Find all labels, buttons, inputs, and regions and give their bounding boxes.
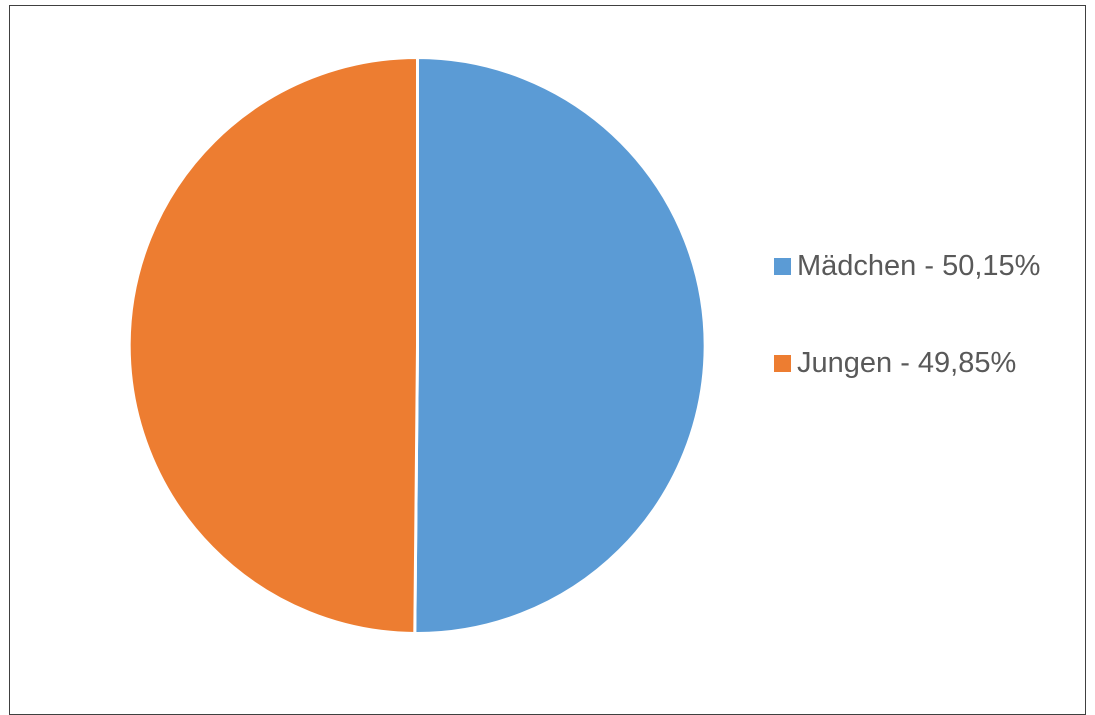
legend-label-jungen: Jungen - 49,85% (797, 346, 1017, 379)
legend-item-jungen: Jungen - 49,85% (774, 339, 1040, 387)
chart-legend: Mädchen - 50,15% Jungen - 49,85% (774, 242, 1040, 436)
pie-slices (127, 56, 707, 635)
legend-item-maedchen: Mädchen - 50,15% (774, 242, 1040, 290)
pie-slice-0 (413, 56, 707, 635)
legend-swatch-jungen (774, 354, 791, 372)
pie-slice-1 (127, 56, 419, 635)
legend-swatch-maedchen (774, 257, 791, 275)
legend-label-maedchen: Mädchen - 50,15% (797, 249, 1041, 282)
